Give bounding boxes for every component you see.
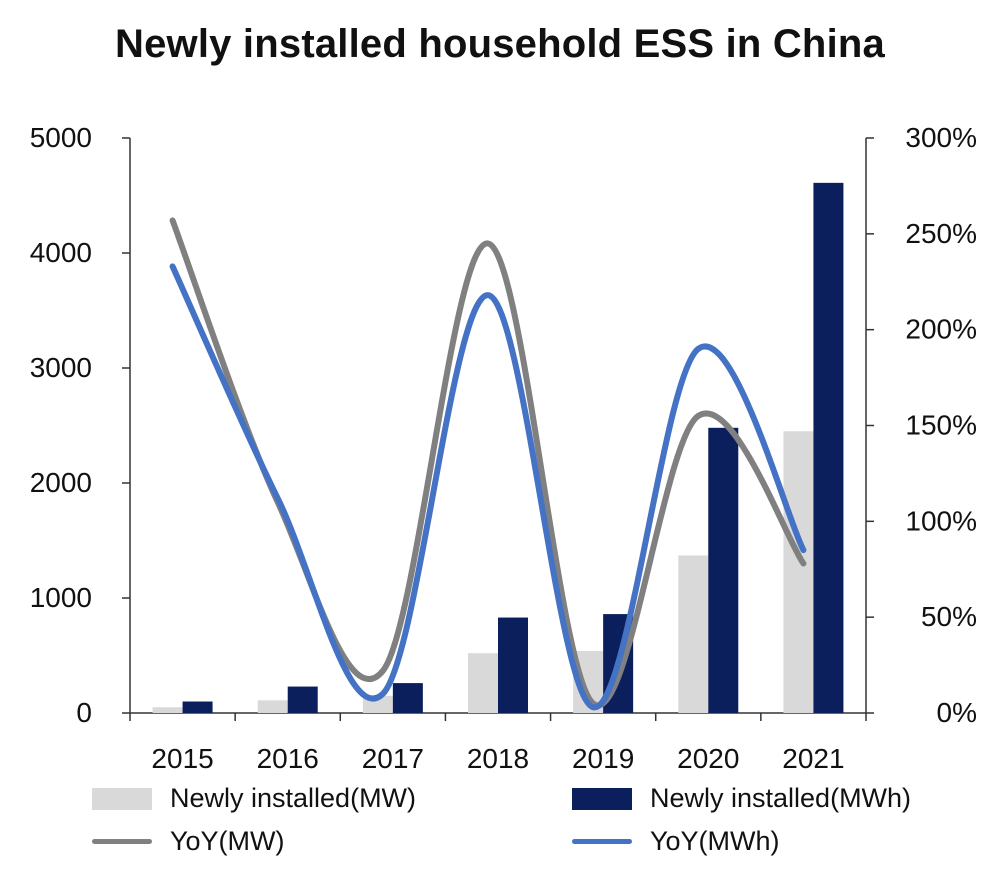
bar-mwh — [498, 617, 528, 713]
x-tick-label: 2020 — [677, 743, 739, 774]
legend-item-mw: Newly installed(MW) — [92, 783, 416, 814]
x-tick-label: 2017 — [362, 743, 424, 774]
legend-label-mwh: Newly installed(MWh) — [650, 783, 912, 813]
point-yoy-mwh — [382, 693, 384, 695]
point-yoy-mwh — [592, 706, 594, 708]
y-right-tick-label: 0% — [937, 697, 977, 728]
y-right-tick-label: 250% — [905, 218, 977, 249]
point-yoy-mwh — [802, 549, 804, 551]
bar-mwh — [392, 683, 423, 713]
y-left-tick-label: 4000 — [30, 237, 92, 268]
legend-swatch-mwh — [572, 787, 632, 810]
y-right-tick-label: 300% — [905, 122, 977, 153]
y-left-tick-label: 1000 — [30, 582, 92, 613]
bar-mw — [468, 653, 498, 713]
x-tick-label: 2015 — [151, 743, 213, 774]
point-yoy-mwh — [172, 265, 174, 267]
legend-label-yoy-mwh: YoY(MWh) — [650, 826, 780, 856]
x-tick-label: 2021 — [782, 743, 844, 774]
legend-label-yoy-mw: YoY(MW) — [170, 826, 285, 856]
point-yoy-mwh — [277, 497, 279, 499]
x-tick-label: 2019 — [572, 743, 634, 774]
point-yoy-mw — [697, 415, 699, 417]
legend-swatch-yoy-mwh — [572, 839, 632, 844]
legend-item-yoy-mw: YoY(MW) — [92, 826, 285, 857]
bar-mw — [678, 555, 709, 713]
bar-mwh — [287, 686, 318, 713]
chart-title: Newly installed household ESS in China — [115, 22, 885, 66]
legend-swatch-mw — [92, 787, 152, 810]
y-right-tick-label: 200% — [905, 314, 977, 345]
point-yoy-mw — [172, 219, 174, 221]
y-right-tick-label: 100% — [905, 505, 977, 536]
y-right-tick-label: 150% — [905, 410, 977, 441]
y-left-tick-label: 0 — [76, 697, 92, 728]
x-tick-label: 2016 — [257, 743, 319, 774]
legend-item-mwh: Newly installed(MWh) — [572, 783, 911, 814]
point-yoy-mwh — [487, 294, 489, 296]
legend-item-yoy-mwh: YoY(MWh) — [572, 826, 780, 857]
legend-swatch-yoy-mw — [92, 839, 152, 844]
y-left-tick-label: 2000 — [30, 467, 92, 498]
bar-mwh — [813, 182, 844, 714]
point-yoy-mwh — [697, 348, 699, 350]
line-yoy-mwh — [169, 263, 807, 711]
y-left-tick-label: 5000 — [30, 122, 92, 153]
point-yoy-mw — [802, 563, 804, 564]
point-yoy-mw — [487, 242, 489, 244]
bar-mwh — [182, 701, 213, 713]
legend-label-mw: Newly installed(MW) — [170, 783, 417, 813]
point-yoy-mw — [592, 702, 594, 704]
x-tick-label: 2018 — [467, 743, 529, 774]
point-yoy-mw — [382, 670, 384, 672]
y-right-tick-label: 50% — [921, 601, 977, 632]
y-left-tick-label: 3000 — [30, 352, 92, 383]
bar-mw — [152, 707, 183, 713]
bar-mw — [257, 700, 288, 713]
bar-mwh — [708, 427, 739, 713]
bar-mw — [783, 431, 814, 713]
